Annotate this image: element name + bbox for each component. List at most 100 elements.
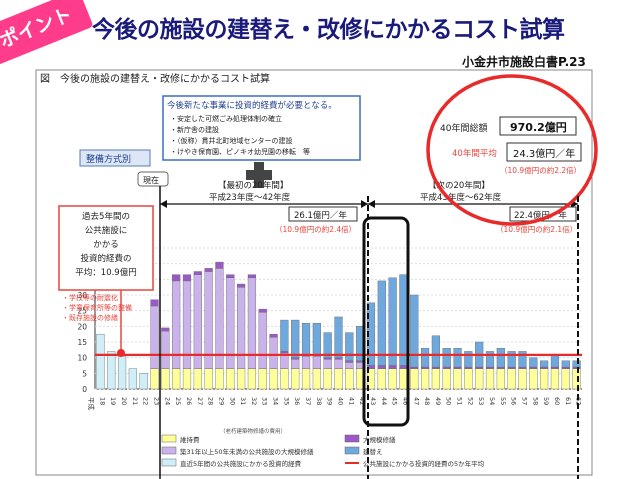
bar-segment — [182, 274, 192, 282]
x-tick-label: 49 — [434, 397, 442, 405]
average-ratio: （10.9億円の約2.2倍） — [500, 165, 581, 175]
bar-segment — [485, 368, 495, 390]
x-tick-label: 41 — [347, 397, 355, 405]
average-value: 24.3億円／年 — [513, 147, 575, 160]
bar-segment — [388, 365, 397, 369]
bar-segment — [399, 365, 408, 369]
figure-caption-label: 図 — [40, 73, 50, 85]
bar-segment — [572, 366, 581, 369]
x-tick-label: 51 — [456, 397, 464, 405]
past-cause: ・学校等の耐震化 — [62, 293, 118, 302]
y-tick-label: 25 — [77, 307, 87, 316]
total-value: 970.2億円 — [510, 120, 567, 134]
bar-segment — [572, 368, 581, 390]
bar-segment — [323, 357, 332, 360]
bar-segment — [561, 366, 570, 369]
y-tick-label: 30 — [77, 291, 87, 300]
note-item: ・新庁舎の建設 — [170, 125, 219, 134]
bar-segment — [550, 366, 560, 369]
x-tick-label: 21 — [131, 397, 139, 405]
bar-segment — [550, 354, 560, 368]
bar-segment — [507, 368, 516, 390]
bar-segment — [540, 368, 549, 390]
legend-label: 公共施設にかかる投資的経費の5か年平均 — [363, 459, 485, 468]
method-label: 整備方式別 — [86, 153, 131, 165]
x-tick-label: 42 — [358, 397, 366, 405]
bar-segment — [96, 333, 105, 390]
bar-segment — [496, 366, 505, 369]
bar-segment — [399, 274, 408, 366]
bar-segment — [117, 355, 127, 390]
past-investment-box — [58, 205, 154, 291]
x-tick-label: 36 — [293, 397, 301, 405]
bar-segment — [377, 368, 386, 390]
period1-years: 平成23年度〜42年度 — [209, 192, 291, 203]
bar-segment — [561, 360, 570, 368]
bar-segment — [301, 323, 311, 355]
bar-segment — [464, 368, 473, 390]
bar-segment — [215, 261, 224, 269]
bar-segment — [540, 366, 549, 369]
bar-segment — [377, 365, 386, 369]
period2-years: 平成43年度〜62年度 — [420, 192, 502, 203]
bar-segment — [334, 368, 343, 390]
x-tick-label: 30 — [228, 397, 236, 405]
x-tick-label: 33 — [261, 397, 269, 405]
period2-annual: 22.4億円／年 — [514, 210, 567, 221]
figure-caption: 今後の施設の建替え・改修にかかるコスト試算 — [60, 72, 270, 85]
bar-segment — [431, 366, 440, 369]
bar-segment — [312, 323, 321, 355]
x-tick-label: 28 — [207, 397, 215, 405]
now-label: 現在 — [143, 175, 159, 185]
x-tick-label: 38 — [315, 397, 323, 405]
legend-label: 築31年以上50年未満の公共施設の大規模修繕 — [180, 447, 314, 456]
note-item: ・けやき保育園、ピノキオ幼児園の移転 等 — [170, 147, 310, 156]
bar-segment — [247, 274, 257, 278]
bar-segment — [150, 305, 159, 369]
bar-segment — [529, 357, 538, 368]
new-projects-note — [162, 95, 361, 161]
past-cause: ・学童保育所等の整備 — [62, 303, 132, 312]
legend-label: 維持費 — [180, 435, 200, 444]
method-label-box — [79, 149, 151, 167]
x-tick-label: 35 — [282, 397, 290, 405]
bar-segment — [193, 271, 202, 275]
bar-segment — [442, 368, 451, 390]
x-tick-label: 29 — [217, 397, 225, 405]
bar-segment — [334, 357, 343, 360]
x-tick-label: 54 — [488, 397, 496, 405]
y-tick-label: 0 — [82, 385, 87, 394]
bar-segment — [323, 332, 332, 358]
bar-segment — [269, 333, 278, 338]
bar-segment — [518, 366, 527, 369]
x-tick-label: 62 — [575, 397, 583, 405]
bar-segment — [453, 368, 462, 390]
bar-segment — [291, 357, 300, 360]
bar-segment — [420, 348, 430, 368]
bar-segment — [410, 366, 419, 369]
bar-segment — [182, 368, 192, 390]
x-tick-label: 52 — [466, 397, 474, 405]
bar-segment — [291, 368, 300, 390]
period1-annual-box — [288, 206, 358, 222]
plus-icon — [246, 162, 272, 188]
x-tick-label: 46 — [401, 397, 409, 405]
x-era-label: 平成 — [87, 397, 96, 411]
bar-segment — [388, 277, 397, 366]
x-tick-label: 25 — [174, 397, 182, 405]
bar-segment — [161, 330, 170, 369]
total-label: 40年間総額 — [440, 122, 487, 134]
past-box-line: 平均：10.9億円 — [75, 267, 136, 278]
bar-segment — [237, 368, 246, 390]
legend-swatch — [161, 458, 177, 467]
past-box-line: 公共施設に — [85, 225, 128, 236]
bar-segment — [388, 368, 397, 390]
past-box-line: かかる — [93, 240, 119, 250]
x-tick-label: 48 — [423, 397, 431, 405]
bar-segment — [464, 351, 473, 368]
bar-segment — [172, 368, 181, 390]
bar-segment — [291, 319, 300, 358]
bar-segment — [280, 351, 289, 354]
total-value-box — [499, 116, 577, 136]
bar-segment — [399, 368, 408, 390]
